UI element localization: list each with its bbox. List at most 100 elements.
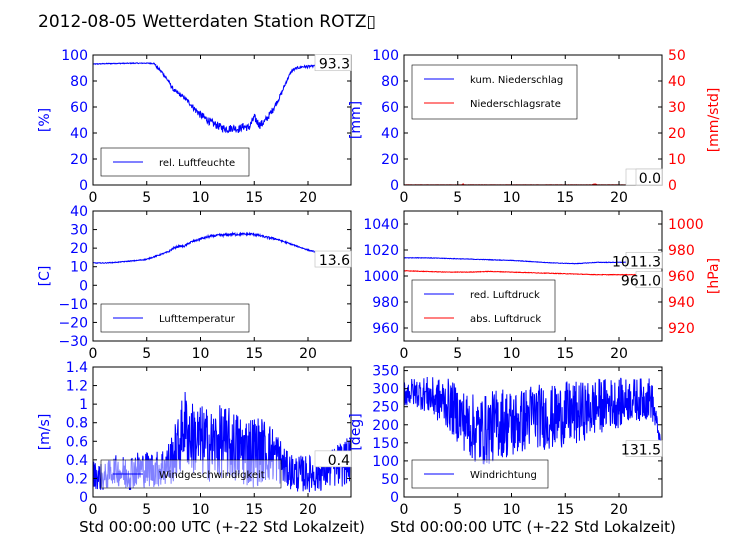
legend-frame xyxy=(411,64,578,120)
legend-frame xyxy=(411,279,556,333)
series-group xyxy=(404,256,662,276)
value-label-box xyxy=(625,440,663,457)
value-label-box xyxy=(314,54,352,72)
legend-entry-1: Windgeschwindigkeit xyxy=(159,470,265,481)
y-tick-label: −30 xyxy=(58,334,88,350)
x-tick-label: 20 xyxy=(610,346,628,362)
legend-entry-2: Niederschlagsrate xyxy=(470,99,561,110)
legend-entry-1: kum. Niederschlag xyxy=(470,75,563,86)
current-value-label: 1011.3 xyxy=(612,254,661,270)
y-tick-label: 20 xyxy=(70,152,88,168)
y-axis-label: [C] xyxy=(37,266,53,287)
series-group xyxy=(93,231,351,264)
x-tick-label: 15 xyxy=(245,346,263,362)
plot-frame xyxy=(92,54,352,186)
y-tick-label: 0 xyxy=(79,178,88,194)
legend-entry-1: rel. Luftfeuchte xyxy=(159,158,235,169)
legend-entry-2: abs. Luftdruck xyxy=(470,314,541,325)
y-tick-label: 0 xyxy=(390,178,399,194)
legend-entry-1: Lufttemperatur xyxy=(159,314,236,325)
y-tick-label: 0.6 xyxy=(66,434,88,450)
y-tick-label: 30 xyxy=(70,223,88,239)
current-value-label-right: 0.0 xyxy=(639,171,661,187)
current-value-label: 0.4 xyxy=(328,453,350,469)
y-tick-label: 200 xyxy=(372,418,399,434)
x-tick-label: 10 xyxy=(192,190,210,206)
x-tick-label: 5 xyxy=(142,190,151,206)
y-axis-label-right: [hPa] xyxy=(706,258,722,294)
y-axis-label: [mm] xyxy=(348,101,364,139)
x-tick-label: 15 xyxy=(245,190,263,206)
y-tick-label: 0 xyxy=(390,490,399,506)
panel-5: 0 5 10 15 2000.20.40.60.811.21.4[m/s]0.4Wind… xyxy=(37,360,352,518)
series-group xyxy=(404,376,662,465)
x-axis-label-left: Std 00:00:00 UTC (+-22 Std Lokalzeit) xyxy=(79,518,365,536)
y-tick-label: 1.4 xyxy=(66,360,88,376)
value-label-box xyxy=(625,252,663,269)
value-label-box-right xyxy=(635,168,663,186)
x-tick-label: 0 xyxy=(400,190,409,206)
y-tick-label: 0.2 xyxy=(66,471,88,487)
y-tick-label: 20 xyxy=(381,152,399,168)
plot-frame xyxy=(403,54,663,186)
current-value-label: 13.6 xyxy=(319,253,350,269)
series-group xyxy=(93,61,351,134)
x-tick-label: 0 xyxy=(400,502,409,518)
panel-2: 0 5 10 15 20 0 20 40 60 80 100 0 10 20 30 40 50 [mm] [mm/s… xyxy=(348,48,722,206)
x-tick-label: 10 xyxy=(503,502,521,518)
y-tick-label: 60 xyxy=(381,100,399,116)
x-tick-label: 10 xyxy=(503,346,521,362)
x-tick-label: 10 xyxy=(192,502,210,518)
y-tick-label: 980 xyxy=(372,295,399,311)
y-right-tick-label: 10 xyxy=(668,152,686,168)
x-tick-label: 10 xyxy=(192,346,210,362)
panel-3: 0 5 10 15 20 −30 −20 −10 0 10 20 30 40 [C] 13.6 Lufttem… xyxy=(37,204,352,362)
current-value-label: 93.3 xyxy=(319,57,350,73)
y-axis-label: [deg] xyxy=(348,413,364,450)
y-right-tick-label: 40 xyxy=(668,74,686,90)
y-tick-label: −10 xyxy=(58,297,88,313)
y-tick-label: 100 xyxy=(61,48,88,64)
y-tick-label: 960 xyxy=(372,321,399,337)
panel-1: 0 5 10 15 20 0 20 40 60 80 100 [%] 93.3 rel. Luftfeuc… xyxy=(37,48,352,206)
series-line-1 xyxy=(93,231,351,264)
legend: Windrichtung xyxy=(411,459,549,489)
legend: rel. Luftfeuchte xyxy=(100,147,250,177)
series-line-1 xyxy=(404,256,662,265)
panel-4: 0 5 10 15 20 960 980 1000 1020 1040 920 940 960 980 10… xyxy=(363,210,722,362)
y-tick-label: 150 xyxy=(372,436,399,452)
x-tick-label: 15 xyxy=(245,502,263,518)
x-tick-label: 10 xyxy=(503,190,521,206)
y-axis-label: [%] xyxy=(37,108,53,132)
y-tick-label: 100 xyxy=(372,48,399,64)
y-tick-label: 40 xyxy=(70,204,88,220)
y-tick-label: 50 xyxy=(381,472,399,488)
y-right-tick-label: 980 xyxy=(668,243,695,259)
y-tick-label: 80 xyxy=(70,74,88,90)
y-right-tick-label: 30 xyxy=(668,100,686,116)
current-value-label-right: 961.0 xyxy=(621,274,661,290)
x-axis-label-right: Std 00:00:00 UTC (+-22 Std Lokalzeit) xyxy=(390,518,676,536)
series-line-1 xyxy=(93,61,351,134)
legend-entry-1: red. Luftdruck xyxy=(470,290,540,301)
x-tick-label: 5 xyxy=(453,346,462,362)
legend: kum. Niederschlag Niederschlagsrate xyxy=(411,64,578,120)
legend: red. Luftdruck abs. Luftdruck xyxy=(411,279,556,333)
y-tick-label: 0 xyxy=(79,278,88,294)
x-tick-label: 20 xyxy=(299,190,317,206)
y-tick-label: 1 xyxy=(79,397,88,413)
y-tick-label: 10 xyxy=(70,260,88,276)
y-tick-label: 80 xyxy=(381,74,399,90)
y-tick-label: 1020 xyxy=(363,243,399,259)
y-tick-label: 1000 xyxy=(363,269,399,285)
y-tick-label: 40 xyxy=(70,126,88,142)
x-tick-label: 20 xyxy=(299,502,317,518)
y-tick-label: 60 xyxy=(70,100,88,116)
x-tick-label: 0 xyxy=(89,346,98,362)
value-label-box-right xyxy=(635,271,663,289)
y-right-tick-label: 1000 xyxy=(668,217,704,233)
y-tick-label: 250 xyxy=(372,400,399,416)
legend: Lufttemperatur xyxy=(100,303,250,333)
x-tick-label: 5 xyxy=(453,502,462,518)
